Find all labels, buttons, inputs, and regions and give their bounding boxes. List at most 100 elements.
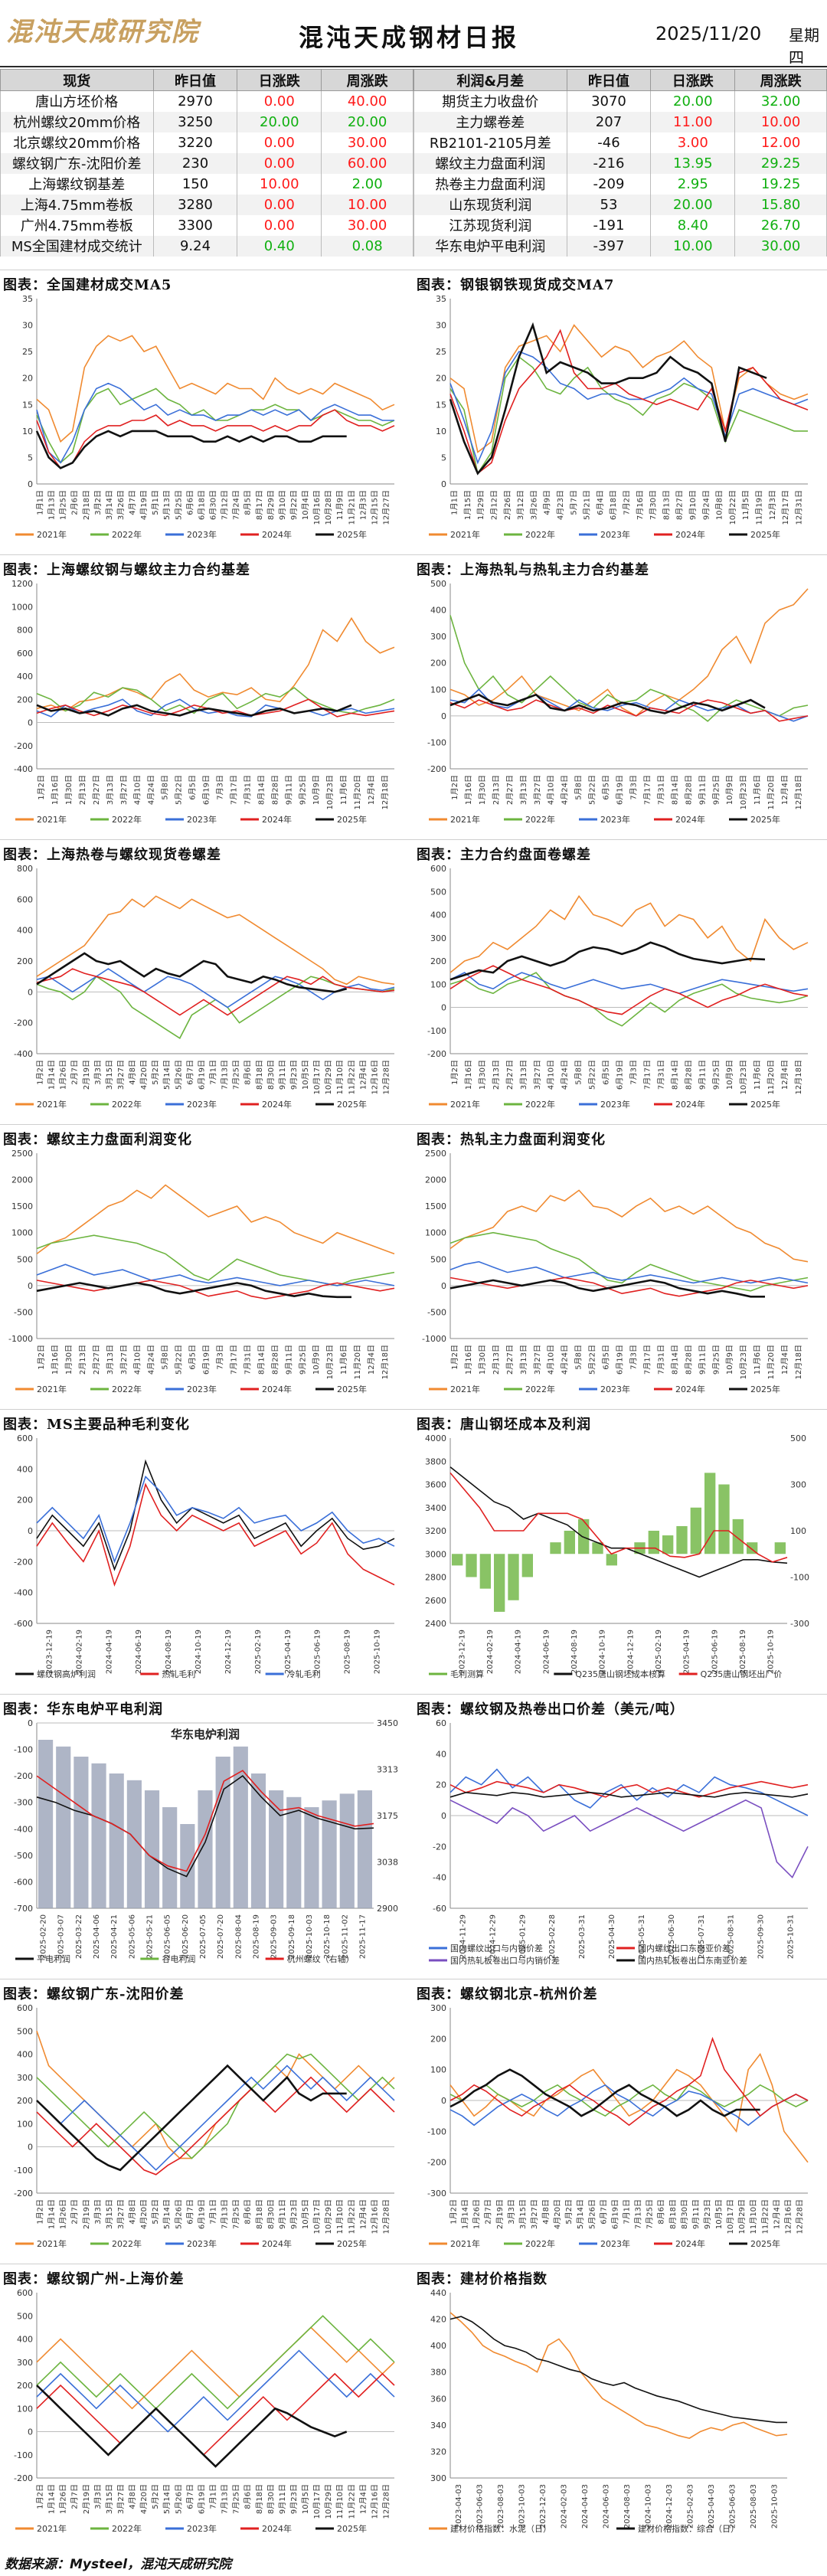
x-tick-label: 9月23日 [289, 2484, 299, 2514]
data-bar [322, 1800, 337, 1908]
x-tick-label: 7月24日 [232, 490, 241, 520]
table-row: RB2101-2105月差 -46 3.00 12.00 [414, 132, 827, 153]
data-bar [56, 1746, 71, 1908]
x-tick-label: 2025-08-03 [750, 2484, 758, 2529]
x-tick-label: 2025-05-21 [146, 1914, 155, 1959]
x-tick-label: 10月5日 [301, 1060, 310, 1090]
series-line [449, 2068, 760, 2117]
table-cell-week: 2.00 [321, 173, 414, 195]
x-tick-label: 8月6日 [244, 2199, 253, 2225]
x-tick-label: 1月16日 [51, 775, 60, 805]
data-bar [606, 1554, 617, 1566]
x-tick-label: 1月29日 [476, 490, 485, 520]
x-tick-label: 2025-06-19 [711, 1630, 719, 1674]
series-line [449, 941, 766, 981]
x-tick-label: 4月9日 [543, 490, 552, 515]
series-line [36, 1459, 395, 1571]
legend-label: 2024年 [675, 2238, 705, 2249]
y-tick-label: 200 [17, 695, 33, 704]
x-tick-label: 9月25日 [711, 775, 721, 805]
data-bar [662, 1535, 674, 1554]
x-tick-label: 6月5日 [188, 775, 198, 800]
y-tick-label: 600 [430, 864, 446, 874]
x-tick-label: 5月1日 [151, 490, 160, 515]
x-tick-label: 5月14日 [162, 1060, 172, 1090]
data-bar [162, 1807, 178, 1908]
series-line [449, 351, 809, 465]
x-tick-label: 3月14日 [105, 490, 114, 520]
x-tick-label: 5月8日 [574, 775, 583, 800]
table-cell-day: 20.00 [237, 111, 322, 132]
table-cell-name: 上海4.75mm卷板 [0, 194, 154, 215]
x-tick-label: 4月10日 [133, 1345, 142, 1375]
chart-panel: 图表：建材价格指数 300 320 340 360 380 400 420 440 2023-04… [414, 2267, 819, 2550]
y-tick-label: 300 [17, 2358, 33, 2368]
y-tick-label: -1000 [422, 1334, 446, 1344]
table-row: 上海4.75mm卷板 3280 0.00 10.00 [0, 194, 414, 215]
table-row: 广州4.75mm卷板 3300 0.00 30.00 [0, 214, 414, 236]
y2-tick-label: 100 [790, 1526, 806, 1536]
chart-svg: -400 -200 0 200 400 600 800 1000 1200 1月2日 1月16日 1月… [11, 579, 395, 825]
x-tick-label: 2025-06-20 [181, 1914, 190, 1959]
data-bar [250, 1773, 266, 1908]
table-cell-value: 3220 [152, 132, 238, 153]
x-tick-label: 2024-02-19 [75, 1630, 83, 1674]
x-tick-label: 5月14日 [162, 2484, 172, 2514]
table-cell-value: -191 [566, 214, 652, 236]
y-tick-label: 600 [17, 894, 33, 904]
x-tick-label: 6月5日 [188, 1345, 198, 1370]
series-line [36, 1475, 395, 1564]
x-tick-label: 9月25日 [298, 775, 307, 805]
x-tick-label: 1月30日 [64, 775, 74, 805]
series-line [36, 2064, 395, 2171]
chart-title: 图表：华东电炉平电利润 [3, 1702, 163, 1718]
x-tick-label: 11月10日 [335, 1060, 345, 1094]
y-tick-label: -100 [427, 2127, 446, 2136]
x-tick-label: 2月6日 [70, 490, 80, 515]
x-tick-label: 1月13日 [47, 490, 57, 520]
x-tick-label: 2024-04-19 [515, 1630, 523, 1674]
x-tick-label: 1月30日 [478, 775, 487, 805]
x-tick-label: 2025-03-31 [578, 1914, 587, 1959]
table-cell-name: 主力螺卷差 [414, 111, 567, 132]
table-row: 热卷主力盘面利润 -209 2.95 19.25 [414, 173, 827, 195]
x-tick-label: 7月3日 [629, 775, 638, 800]
data-bar [718, 1484, 730, 1554]
legend-label: 2025年 [750, 814, 780, 825]
x-tick-label: 11月10日 [749, 2199, 758, 2234]
x-tick-label: 7月3日 [629, 1345, 638, 1370]
table-cell-week: 30.00 [321, 132, 414, 153]
chart-title: 图表：上海热轧与热轧主力合约基差 [417, 562, 649, 578]
x-tick-label: 3月27日 [116, 2199, 126, 2229]
table-cell-name: 唐山方坯价格 [0, 90, 154, 112]
y-tick-label: 200 [17, 956, 33, 966]
x-tick-label: 6月18日 [197, 490, 206, 520]
x-tick-label: 6月7日 [185, 1060, 194, 1085]
x-tick-label: 8月5日 [244, 490, 253, 515]
x-tick-label: 2025-10-18 [323, 1914, 332, 1959]
table-cell-name: 螺纹主力盘面利润 [414, 152, 567, 174]
x-tick-label: 6月19日 [197, 2199, 206, 2229]
series-line [36, 2076, 395, 2176]
x-tick-label: 2024-11-29 [459, 1914, 467, 1959]
x-tick-label: 7月13日 [221, 2199, 230, 2229]
legend-label: 国内螺纹出口东南亚价差 [638, 1943, 731, 1953]
x-tick-label: 2023-12-19 [458, 1630, 466, 1674]
series-line [36, 2349, 395, 2433]
y-tick-label: -100 [14, 2450, 33, 2460]
y-tick-label: 500 [430, 579, 446, 589]
x-tick-label: 8月14日 [670, 1060, 679, 1090]
y-tick-label: 500 [17, 2026, 33, 2036]
x-tick-label: 10月23日 [325, 1345, 335, 1379]
y-tick-label: 20 [22, 374, 33, 384]
y-tick-label: 35 [436, 294, 446, 304]
report-weekday: 星期四 [789, 26, 819, 67]
x-tick-label: 3月27日 [533, 1060, 542, 1090]
x-tick-label: 5月26日 [174, 2199, 183, 2229]
y-tick-label: 20 [436, 374, 446, 384]
x-tick-label: 11月22日 [760, 2199, 770, 2234]
x-tick-label: 3月27日 [119, 1345, 129, 1375]
x-tick-label: 2025-01-29 [518, 1914, 527, 1959]
x-tick-label: 1月16日 [464, 1345, 473, 1375]
x-tick-label: 3月27日 [530, 2199, 539, 2229]
